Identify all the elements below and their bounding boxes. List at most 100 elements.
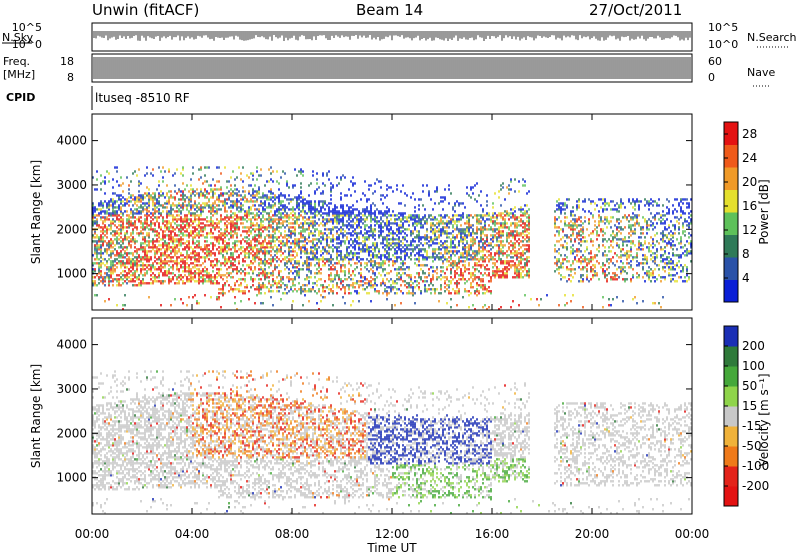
data-cell (252, 254, 254, 256)
data-cell (124, 256, 126, 258)
data-cell (320, 240, 322, 242)
data-cell (380, 186, 382, 188)
data-cell (178, 202, 180, 204)
data-cell (160, 204, 162, 206)
data-cell (200, 226, 202, 228)
data-cell (282, 236, 284, 238)
data-cell (416, 272, 418, 274)
data-cell (156, 268, 158, 270)
data-cell (182, 238, 184, 240)
data-cell (388, 264, 390, 266)
data-cell (178, 280, 180, 282)
data-cell (248, 272, 250, 274)
data-cell (286, 266, 288, 268)
data-cell (266, 286, 268, 288)
data-cell (356, 232, 358, 234)
data-cell (240, 252, 242, 254)
data-cell (214, 210, 216, 212)
data-cell (398, 256, 400, 258)
data-cell (94, 268, 96, 270)
data-cell (362, 288, 364, 290)
data-cell (212, 202, 214, 204)
data-cell (308, 200, 310, 202)
data-cell (320, 272, 322, 274)
data-cell (276, 246, 278, 248)
data-cell (248, 206, 250, 208)
data-cell (226, 220, 228, 222)
data-cell (320, 284, 322, 286)
data-cell (134, 196, 136, 198)
data-cell (124, 270, 126, 272)
data-cell (252, 236, 254, 238)
data-cell (240, 178, 242, 180)
data-cell (252, 270, 254, 272)
data-cell (270, 204, 272, 206)
data-cell (226, 234, 228, 236)
data-cell (292, 272, 294, 274)
data-cell (136, 232, 138, 234)
data-cell (198, 240, 200, 242)
data-cell (360, 198, 362, 200)
data-cell (402, 292, 404, 294)
data-cell (170, 190, 172, 192)
data-cell (256, 274, 258, 276)
data-cell (314, 200, 316, 202)
data-cell (344, 270, 346, 272)
data-cell (336, 262, 338, 264)
data-cell (402, 246, 404, 248)
data-cell (120, 260, 122, 262)
data-cell (294, 260, 296, 262)
data-cell (146, 244, 148, 246)
data-cell (118, 260, 120, 262)
data-cell (242, 258, 244, 260)
data-cell (300, 186, 302, 188)
data-cell (196, 280, 198, 282)
data-cell (332, 264, 334, 266)
data-cell (124, 280, 126, 282)
data-cell (244, 286, 246, 288)
data-cell (362, 222, 364, 224)
data-cell (216, 204, 218, 206)
data-cell (146, 232, 148, 234)
data-cell (224, 192, 226, 194)
data-cell (202, 226, 204, 228)
data-cell (146, 172, 148, 174)
data-cell (166, 220, 168, 222)
data-cell (324, 246, 326, 248)
data-cell (368, 246, 370, 248)
data-cell (198, 230, 200, 232)
data-cell (306, 212, 308, 214)
data-cell (224, 198, 226, 200)
data-cell (362, 276, 364, 278)
data-cell (274, 258, 276, 260)
data-cell (212, 220, 214, 222)
data-cell (376, 284, 378, 286)
data-cell (246, 226, 248, 228)
data-cell (234, 184, 236, 186)
data-cell (330, 210, 332, 212)
data-cell (236, 244, 238, 246)
data-cell (236, 188, 238, 190)
data-cell (300, 200, 302, 202)
data-cell (336, 236, 338, 238)
data-cell (148, 232, 150, 234)
data-cell (228, 284, 230, 286)
data-cell (298, 170, 300, 172)
data-cell (296, 238, 298, 240)
data-cell (134, 260, 136, 262)
data-cell (258, 214, 260, 216)
data-cell (238, 254, 240, 256)
data-cell (198, 302, 200, 304)
data-cell (214, 258, 216, 260)
data-cell (384, 288, 386, 290)
data-cell (118, 232, 120, 234)
data-cell (224, 222, 226, 224)
data-cell (250, 206, 252, 208)
data-cell (206, 240, 208, 242)
data-cell (424, 284, 426, 286)
data-cell (266, 194, 268, 196)
data-cell (368, 260, 370, 262)
data-cell (130, 274, 132, 276)
data-cell (388, 272, 390, 274)
data-cell (244, 278, 246, 280)
